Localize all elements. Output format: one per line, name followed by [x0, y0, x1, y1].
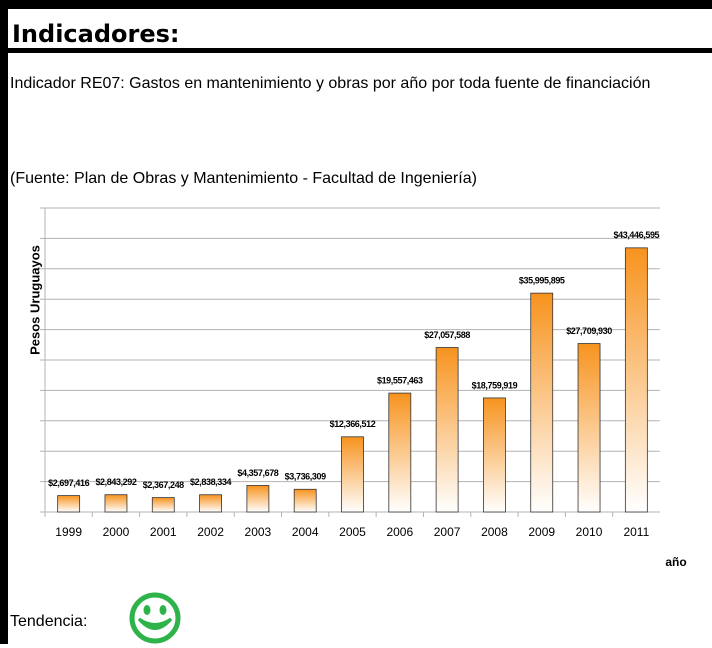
- bar: [530, 292, 554, 513]
- value-label: $2,367,248: [143, 480, 184, 490]
- bar: [57, 495, 81, 513]
- x-axis-label: año: [665, 555, 686, 569]
- x-tick-label: 2004: [292, 525, 319, 539]
- bar: [577, 343, 601, 513]
- x-tick-label: 2001: [150, 525, 177, 539]
- value-label: $2,838,334: [190, 477, 231, 487]
- footer: Tendencia:: [10, 613, 88, 630]
- bar: [151, 497, 175, 513]
- bar: [624, 247, 648, 513]
- value-label: $4,357,678: [237, 468, 278, 478]
- value-label: $27,057,588: [424, 330, 470, 340]
- bar: [199, 494, 222, 513]
- smiley: [129, 592, 181, 644]
- x-tick-label: 2003: [245, 525, 272, 539]
- value-label: $2,843,292: [95, 477, 136, 487]
- value-label: $43,446,595: [614, 230, 660, 240]
- value-label: $35,995,895: [519, 276, 565, 286]
- x-tick-label: 2010: [576, 525, 603, 539]
- x-tick-label: 2007: [434, 525, 461, 539]
- x-tick-label: 1999: [55, 525, 82, 539]
- x-tick-label: 2005: [339, 525, 366, 539]
- value-label: $3,736,309: [285, 472, 326, 482]
- bar: [483, 397, 506, 513]
- x-tick-label: 2006: [386, 525, 413, 539]
- chart: Pesos Uruguayos año 1999 $2,697,416 2000 $2…: [27, 207, 687, 569]
- x-tick-label: 2011: [623, 525, 649, 539]
- bar: [435, 347, 459, 513]
- frame: [0, 0, 712, 9]
- bar: [104, 494, 128, 513]
- source: (Fuente: Plan de Obras y Mantenimiento -…: [10, 170, 477, 187]
- value-label: $19,557,463: [377, 375, 423, 385]
- y-axis-label: Pesos Uruguayos: [27, 245, 42, 355]
- bar: [388, 392, 412, 513]
- bar: [293, 488, 317, 513]
- frame: [0, 48, 712, 53]
- x-tick-label: 2002: [197, 525, 224, 539]
- x-tick-label: 2000: [103, 525, 130, 539]
- value-label: $27,709,930: [566, 326, 612, 336]
- header: Indicadores:: [12, 20, 180, 48]
- bar: [341, 436, 364, 513]
- description: Indicador RE07: Gastos en mantenimiento …: [10, 75, 651, 92]
- value-label: $12,366,512: [330, 419, 376, 429]
- bar: [246, 485, 270, 513]
- x-tick-label: 2008: [481, 525, 508, 539]
- frame: [0, 0, 8, 644]
- value-label: $2,697,416: [48, 478, 89, 488]
- x-tick-label: 2009: [528, 525, 555, 539]
- value-label: $18,759,919: [472, 380, 518, 390]
